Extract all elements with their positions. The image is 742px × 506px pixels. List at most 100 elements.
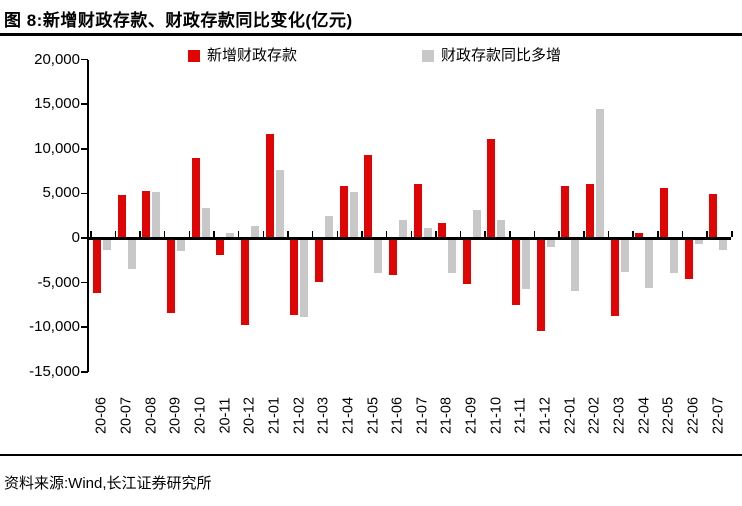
bar-new-fiscal-deposits bbox=[610, 239, 619, 317]
x-axis-label: 20-08 bbox=[143, 396, 160, 435]
bar-new-fiscal-deposits bbox=[314, 239, 323, 283]
y-axis-line bbox=[87, 59, 89, 372]
x-axis-tick bbox=[459, 231, 462, 237]
bar-yoy-increase bbox=[645, 239, 654, 288]
bar-yoy-increase bbox=[497, 220, 506, 237]
y-axis-tick bbox=[81, 281, 88, 284]
x-axis-label: 21-07 bbox=[414, 396, 431, 435]
bar-yoy-increase bbox=[103, 239, 111, 251]
x-axis-tick bbox=[583, 231, 585, 237]
x-axis-tick bbox=[509, 231, 511, 237]
bar-new-fiscal-deposits bbox=[635, 233, 644, 237]
x-axis-tick bbox=[435, 231, 437, 237]
x-axis-tick bbox=[731, 231, 733, 237]
bar-new-fiscal-deposits bbox=[142, 190, 151, 237]
x-axis-tick bbox=[188, 231, 191, 237]
x-axis-label: 22-01 bbox=[562, 396, 579, 435]
x-axis-label: 21-01 bbox=[266, 396, 283, 435]
bar-yoy-increase bbox=[670, 239, 679, 273]
bar-new-fiscal-deposits bbox=[561, 186, 570, 237]
y-axis-label: -15,000 bbox=[29, 362, 80, 380]
bar-yoy-increase bbox=[152, 191, 161, 237]
bar-new-fiscal-deposits bbox=[684, 239, 693, 279]
legend-label-new-fiscal-deposits: 新增财政存款 bbox=[207, 47, 298, 64]
y-axis-label: -10,000 bbox=[29, 318, 80, 336]
x-axis-label: 20-07 bbox=[118, 396, 135, 435]
bar-new-fiscal-deposits bbox=[93, 239, 101, 294]
x-axis-label: 21-11 bbox=[512, 397, 529, 434]
x-axis-label: 21-05 bbox=[365, 396, 382, 435]
bar-yoy-increase bbox=[398, 220, 407, 237]
x-axis-tick bbox=[237, 231, 240, 237]
y-axis-tick bbox=[81, 371, 88, 373]
x-axis-label: 22-07 bbox=[710, 396, 727, 435]
legend-swatch-red bbox=[188, 50, 200, 62]
x-axis-tick bbox=[632, 231, 634, 237]
x-axis-tick bbox=[262, 231, 265, 237]
bar-yoy-increase bbox=[571, 239, 580, 292]
x-axis-tick bbox=[558, 231, 560, 237]
x-axis-label: 21-09 bbox=[463, 396, 480, 435]
x-axis-tick bbox=[681, 231, 684, 237]
bar-yoy-increase bbox=[226, 232, 235, 237]
bar-yoy-increase bbox=[324, 216, 333, 237]
y-axis-tick bbox=[81, 237, 88, 239]
bar-yoy-increase bbox=[472, 210, 481, 237]
bar-yoy-increase bbox=[300, 239, 309, 318]
y-axis-label: 5,000 bbox=[42, 184, 80, 202]
bar-yoy-increase bbox=[546, 239, 555, 247]
x-axis-tick bbox=[213, 231, 215, 237]
x-axis-tick bbox=[385, 231, 388, 237]
bar-new-fiscal-deposits bbox=[166, 239, 175, 313]
bar-yoy-increase bbox=[423, 228, 432, 237]
bar-new-fiscal-deposits bbox=[586, 184, 595, 237]
x-axis-label: 20-09 bbox=[167, 396, 184, 435]
y-axis-tick bbox=[81, 103, 88, 105]
bar-yoy-increase bbox=[694, 239, 703, 244]
bar-yoy-increase bbox=[719, 239, 728, 251]
y-axis-tick bbox=[81, 148, 88, 150]
y-axis-tick bbox=[81, 192, 88, 195]
bar-new-fiscal-deposits bbox=[117, 195, 126, 237]
bar-new-fiscal-deposits bbox=[438, 222, 447, 237]
x-axis-tick bbox=[114, 231, 117, 237]
x-axis-label: 22-06 bbox=[685, 396, 702, 435]
x-axis-tick bbox=[706, 231, 708, 237]
x-axis-tick bbox=[287, 231, 289, 237]
y-axis-tick bbox=[81, 58, 88, 61]
bar-yoy-increase bbox=[374, 239, 383, 273]
title-divider bbox=[0, 33, 742, 36]
bar-new-fiscal-deposits bbox=[364, 154, 373, 237]
x-axis-label: 20-06 bbox=[93, 396, 110, 435]
x-axis-tick bbox=[336, 231, 339, 237]
x-axis-label: 22-05 bbox=[660, 396, 677, 435]
y-axis-label: 10,000 bbox=[34, 139, 80, 157]
bar-new-fiscal-deposits bbox=[660, 187, 669, 237]
bar-new-fiscal-deposits bbox=[240, 239, 249, 326]
bar-new-fiscal-deposits bbox=[487, 138, 496, 237]
bar-yoy-increase bbox=[176, 239, 185, 252]
x-axis-label: 22-02 bbox=[586, 396, 603, 435]
legend-item-new-fiscal-deposits: 新增财政存款 bbox=[188, 48, 297, 64]
x-axis-label: 21-08 bbox=[438, 396, 455, 435]
y-axis-label: 0 bbox=[71, 229, 80, 246]
legend-label-yoy-increase: 财政存款同比多增 bbox=[441, 47, 562, 64]
bar-new-fiscal-deposits bbox=[512, 239, 521, 305]
y-axis-tick bbox=[81, 326, 88, 328]
x-axis-label: 21-12 bbox=[537, 396, 554, 435]
y-axis-label: 20,000 bbox=[34, 50, 80, 68]
bar-yoy-increase bbox=[127, 239, 136, 269]
x-axis-line bbox=[87, 237, 731, 240]
y-axis-label: -5,000 bbox=[37, 273, 80, 291]
x-axis-tick bbox=[410, 231, 412, 237]
bar-yoy-increase bbox=[620, 239, 629, 272]
x-axis-tick bbox=[657, 231, 659, 237]
bar-new-fiscal-deposits bbox=[265, 133, 274, 237]
bar-new-fiscal-deposits bbox=[413, 184, 422, 237]
x-axis-label: 21-04 bbox=[340, 396, 357, 435]
bar-new-fiscal-deposits bbox=[290, 239, 299, 316]
bar-new-fiscal-deposits bbox=[536, 239, 545, 332]
bar-new-fiscal-deposits bbox=[709, 194, 718, 237]
x-axis-label: 21-06 bbox=[389, 396, 406, 435]
